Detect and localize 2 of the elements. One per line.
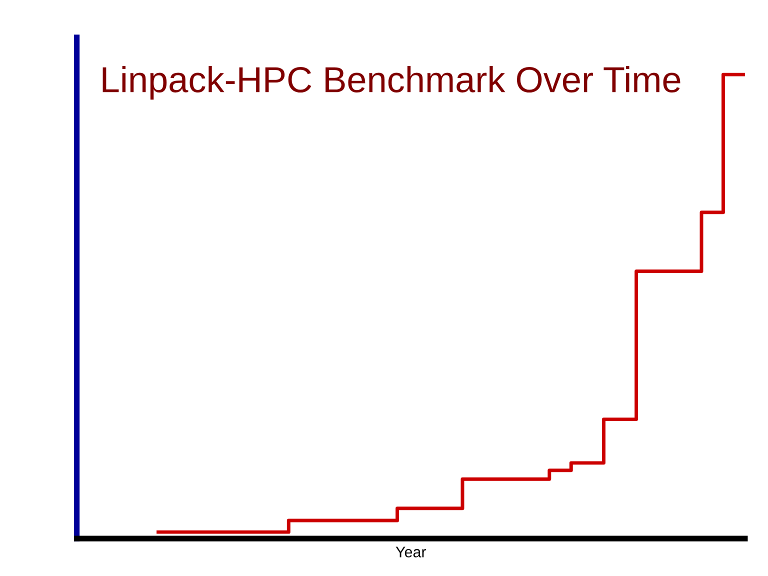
x-axis-title: Year: [396, 546, 426, 558]
chart-title: Linpack-HPC Benchmark Over Time: [102, 66, 680, 100]
